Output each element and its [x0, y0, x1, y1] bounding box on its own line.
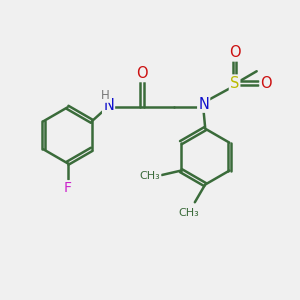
Text: CH₃: CH₃: [140, 171, 160, 181]
Text: O: O: [229, 46, 240, 61]
Text: F: F: [64, 181, 72, 195]
Text: S: S: [230, 76, 239, 91]
Text: O: O: [136, 66, 148, 81]
Text: O: O: [261, 76, 272, 91]
Text: N: N: [103, 98, 114, 113]
Text: CH₃: CH₃: [178, 208, 199, 218]
Text: N: N: [198, 97, 209, 112]
Text: H: H: [101, 89, 110, 102]
